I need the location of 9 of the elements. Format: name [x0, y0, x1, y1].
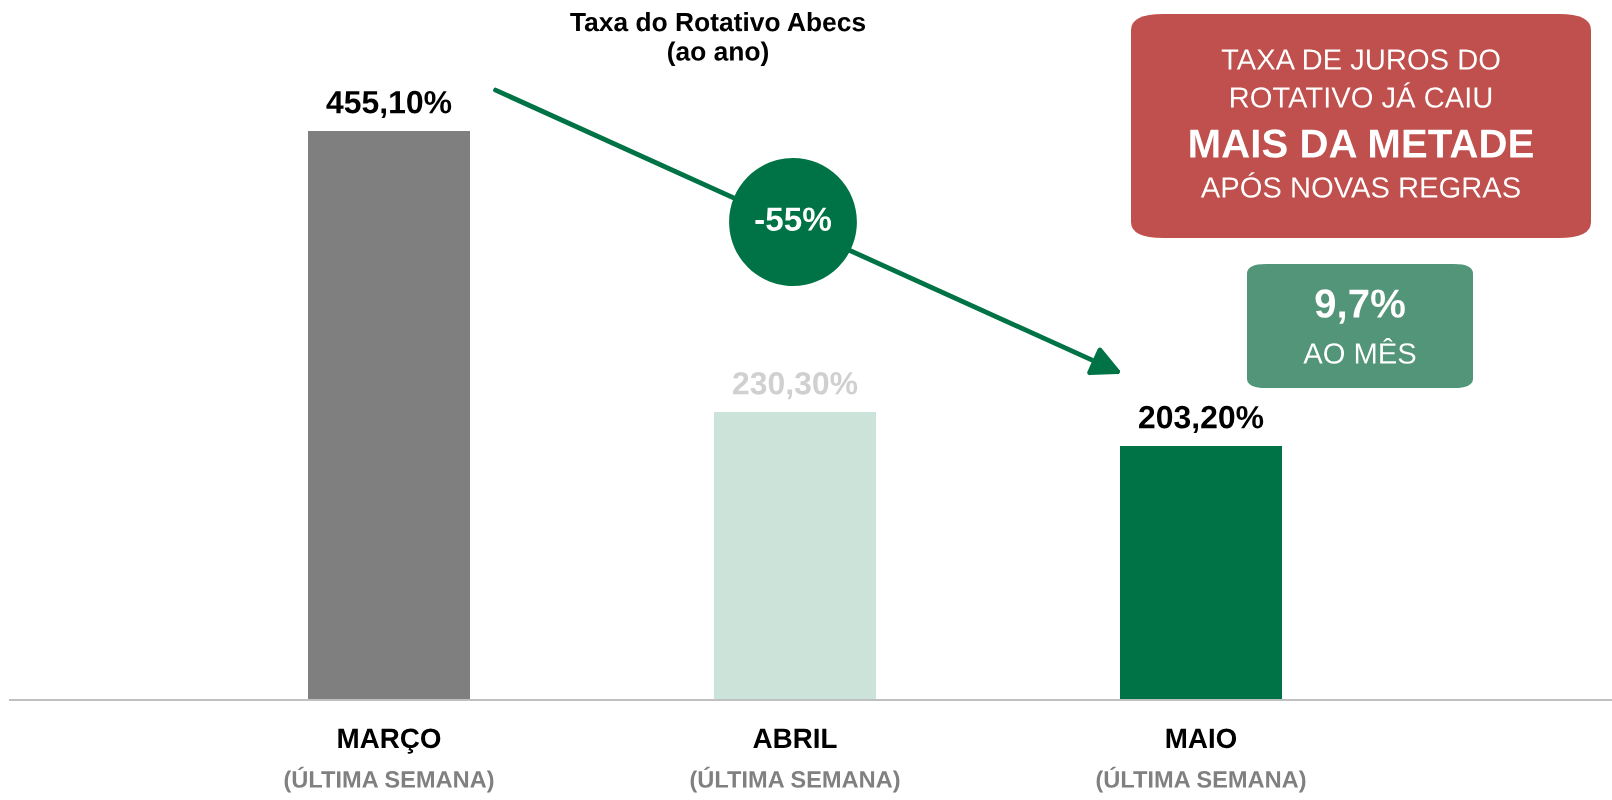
annotation: 9,7% AO MÊS: [1303, 289, 1416, 364]
x-tick-label: MAIO (ÚLTIMA SEMANA): [1096, 728, 1306, 793]
data-label: 203,20%: [1139, 405, 1264, 434]
annotation: -55%: [755, 207, 832, 231]
x-tick-label: ABRIL (ÚLTIMA SEMANA): [690, 728, 900, 793]
chart-title: Taxa do Rotativo Abecs (ao ano): [570, 12, 866, 66]
annotation: TAXA DE JUROS DO ROTATIVO JÁ CAIU MAIS DA METADE APÓS NOVAS REGRAS: [1190, 49, 1533, 198]
data-label: 455,10%: [326, 90, 452, 119]
x-tick-label: MARÇO (ÚLTIMA SEMANA): [284, 728, 494, 793]
